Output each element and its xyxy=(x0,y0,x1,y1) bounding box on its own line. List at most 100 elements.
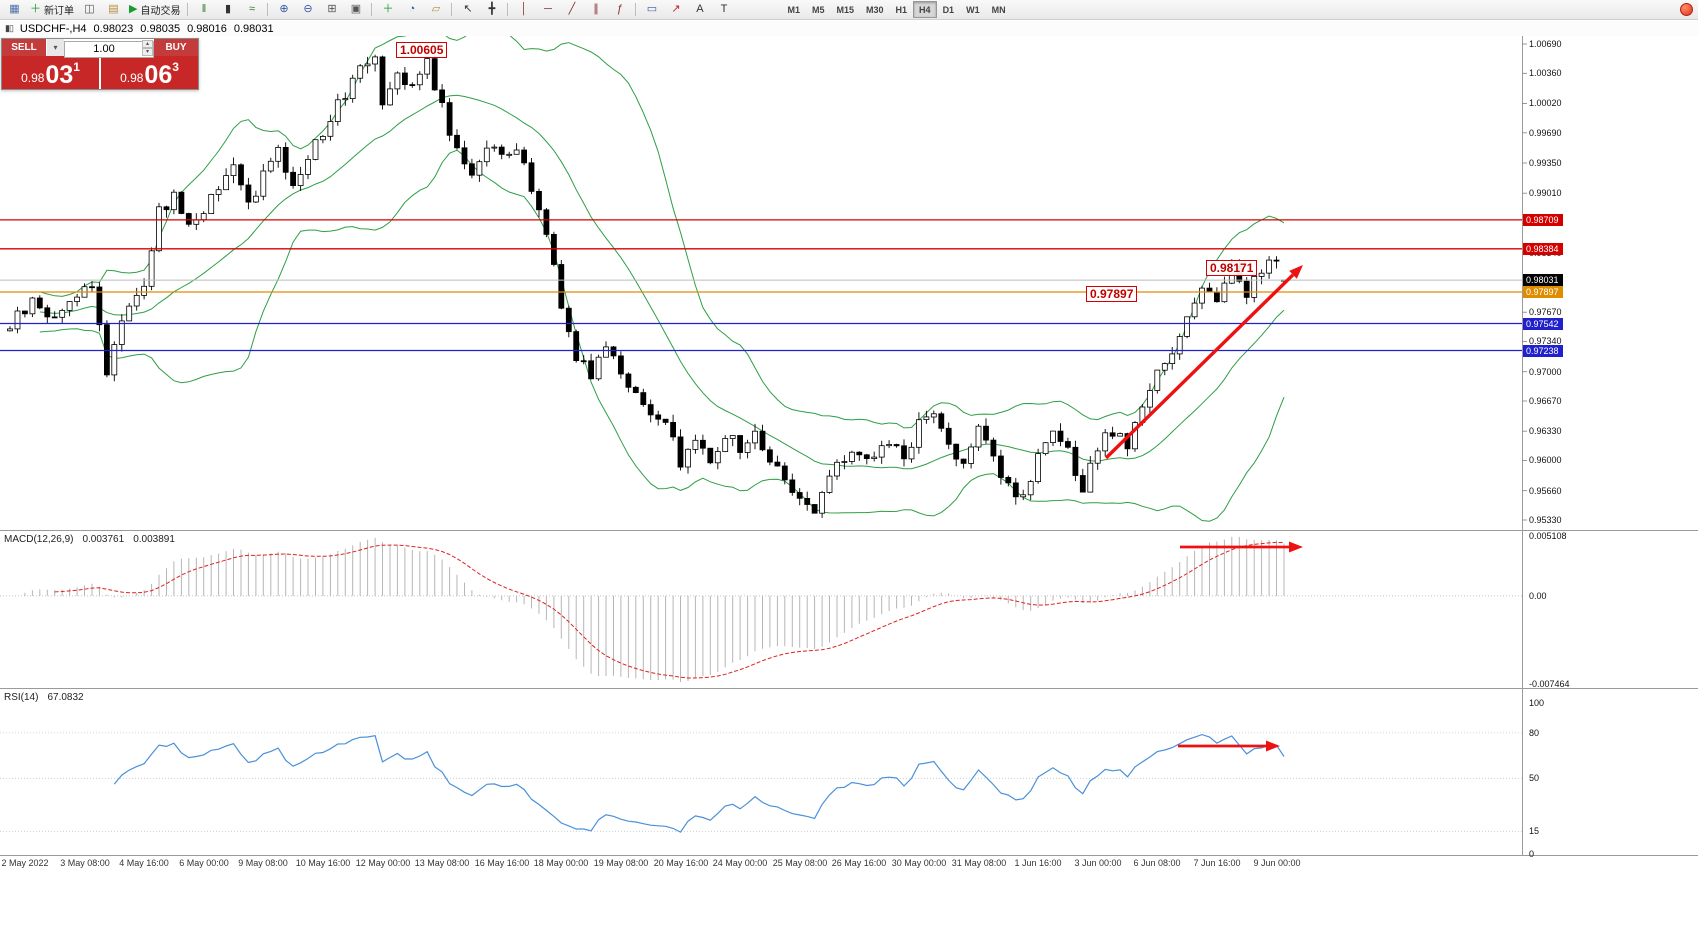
rsi-arrow[interactable] xyxy=(1178,740,1280,752)
macd-signal-line xyxy=(54,541,1285,679)
bar-chart-icon[interactable]: ‖ xyxy=(192,0,215,19)
price-axis-label: 0.97670 xyxy=(1529,307,1562,317)
chart-annotation[interactable]: 0.98171 xyxy=(1206,260,1258,276)
timeframe-button-mn[interactable]: MN xyxy=(991,4,1006,15)
time-axis-label: 9 May 08:00 xyxy=(238,858,288,868)
templates-icon: ▱ xyxy=(431,3,441,15)
arrows-icon[interactable]: ↗ xyxy=(664,0,687,19)
price-level-label: 0.97542 xyxy=(1523,318,1563,330)
toolbar-divider xyxy=(371,3,373,16)
charts-menu-icon[interactable]: ◫ xyxy=(78,0,101,19)
timeframe-button-m15[interactable]: M15 xyxy=(836,4,855,15)
zoom-in-icon[interactable]: ⊕ xyxy=(272,0,295,19)
cursor-icon[interactable]: ↖ xyxy=(456,0,479,19)
cursor-icon: ↖ xyxy=(463,3,473,15)
macd-main-value: 0.003761 xyxy=(82,534,125,545)
arrows-icon: ↗ xyxy=(671,3,681,15)
trendline-icon[interactable]: ╱ xyxy=(560,0,583,19)
buy-price-button[interactable]: 0.98 06 3 xyxy=(101,56,198,89)
macd-name: MACD(12,26,9) xyxy=(4,534,74,545)
new-order-button: ＋ xyxy=(30,3,41,15)
equidistant-channel-icon[interactable]: ∥ xyxy=(584,0,607,19)
chart-title-bar: ▮▯ USDCHF-,H4 0.98023 0.98035 0.98016 0.… xyxy=(0,21,1698,36)
macd-arrow[interactable] xyxy=(1180,541,1303,553)
vertical-line-icon[interactable]: │ xyxy=(512,0,535,19)
sell-price-point: 1 xyxy=(73,60,80,74)
panel-borders xyxy=(0,36,1698,856)
trend-arrow[interactable] xyxy=(1104,265,1303,460)
lot-increase-button[interactable]: ▴ xyxy=(142,40,153,48)
chart-annotation[interactable]: 0.97897 xyxy=(1086,286,1138,302)
periodicity-icon[interactable]: ◔ xyxy=(400,0,423,19)
lot-size-input[interactable] xyxy=(64,40,154,58)
time-axis-label: 19 May 08:00 xyxy=(593,858,649,868)
time-axis-label: 30 May 00:00 xyxy=(891,858,947,868)
sell-button[interactable]: SELL xyxy=(2,39,46,56)
price-level-label: 0.98384 xyxy=(1523,243,1563,255)
profiles-icon[interactable]: ▤ xyxy=(102,0,125,19)
macd-axis-label: 0.00 xyxy=(1529,591,1547,601)
tile-windows-icon[interactable]: ⊞ xyxy=(320,0,343,19)
lot-preset-dropdown[interactable]: ▾ xyxy=(46,39,64,56)
time-axis-label: 9 Jun 00:00 xyxy=(1253,858,1301,868)
text-icon[interactable]: A xyxy=(688,0,711,19)
chart-canvas[interactable] xyxy=(0,36,1698,940)
candlestick-chart-icon: ▮ xyxy=(224,3,231,15)
profiles-icon: ▤ xyxy=(108,3,119,15)
macd-signal-value: 0.003891 xyxy=(133,534,175,545)
time-axis-label: 16 May 16:00 xyxy=(474,858,530,868)
price-level-label: 0.97238 xyxy=(1523,345,1563,357)
new-order-button[interactable]: ＋新订单 xyxy=(27,0,77,19)
time-axis-label: 3 May 08:00 xyxy=(60,858,110,868)
templates-icon[interactable]: ▱ xyxy=(424,0,447,19)
timeframe-button-m30[interactable]: M30 xyxy=(866,4,884,15)
chart-region: SELL ▾ ▴ ▾ BUY 0.98 03 1 0.9 xyxy=(0,36,1698,940)
rsi-axis-label: 50 xyxy=(1529,773,1540,783)
toolbar-divider xyxy=(187,3,189,16)
timeframe-button-w1[interactable]: W1 xyxy=(966,4,980,15)
horizontal-line-icon[interactable]: ─ xyxy=(536,0,559,19)
rsi-name: RSI(14) xyxy=(4,692,39,703)
timeframe-button-m1[interactable]: M1 xyxy=(787,4,800,15)
zoom-out-icon: ⊖ xyxy=(303,3,313,15)
add-indicator-icon[interactable]: ＋ xyxy=(376,0,399,19)
notification-icon[interactable] xyxy=(1680,3,1693,16)
cascade-windows-icon[interactable]: ▣ xyxy=(344,0,367,19)
time-axis-label: 31 May 08:00 xyxy=(951,858,1007,868)
time-axis-label: 7 Jun 16:00 xyxy=(1193,858,1241,868)
macd-label: MACD(12,26,9) 0.003761 0.003891 xyxy=(4,534,175,545)
lot-spinner: ▴ ▾ xyxy=(142,40,153,56)
macd-axis-label: 0.005108 xyxy=(1529,531,1567,541)
lot-decrease-button[interactable]: ▾ xyxy=(142,48,153,56)
sell-price-button[interactable]: 0.98 03 1 xyxy=(2,56,99,89)
time-axis-label: 6 May 00:00 xyxy=(179,858,229,868)
zoom-out-icon[interactable]: ⊖ xyxy=(296,0,319,19)
shapes-icon[interactable]: ▭ xyxy=(640,0,663,19)
timeframe-button-d1[interactable]: D1 xyxy=(942,4,955,15)
price-axis-label: 0.97340 xyxy=(1529,336,1562,346)
chart-annotation[interactable]: 1.00605 xyxy=(396,42,448,58)
new-chart-window-icon[interactable]: ▦ xyxy=(3,0,26,19)
toolbar: ▦ ＋新订单 ◫ ▤ ▶ 自动交易 ‖ ▮ ≈ ⊕ ⊖ ⊞ ▣ ＋ ◔ ▱ ↖ ╋ │ ─ ╱ ∥ ƒ ▭ ↗ A T M1 M5 M1… xyxy=(0,0,1698,20)
rsi-level-lines xyxy=(0,732,1522,832)
line-chart-icon[interactable]: ≈ xyxy=(240,0,263,19)
candlestick-chart-icon[interactable]: ▮ xyxy=(216,0,239,19)
fibonacci-icon[interactable]: ƒ xyxy=(608,0,631,19)
rsi-axis-label: 0 xyxy=(1529,849,1535,859)
text-label-icon[interactable]: T xyxy=(712,0,735,19)
price-axis-label: 0.95330 xyxy=(1529,515,1562,525)
trendline-icon: ╱ xyxy=(568,3,576,15)
timeframe-button-m5[interactable]: M5 xyxy=(811,4,825,15)
cascade-windows-icon: ▣ xyxy=(350,3,362,15)
time-axis-label: 3 Jun 00:00 xyxy=(1074,858,1122,868)
time-axis-label: 1 Jun 16:00 xyxy=(1014,858,1062,868)
crosshair-icon[interactable]: ╋ xyxy=(480,0,503,19)
timeframe-button-h1[interactable]: H1 xyxy=(895,4,908,15)
chart-window-icon: ▮▯ xyxy=(5,23,14,33)
autotrading-button[interactable]: ▶ 自动交易 xyxy=(126,0,183,19)
toolbar-divider xyxy=(507,3,509,16)
buy-button[interactable]: BUY xyxy=(154,39,198,56)
timeframe-button-h4[interactable]: H4 xyxy=(913,1,937,18)
time-axis-label: 18 May 00:00 xyxy=(533,858,589,868)
price-axis-label: 0.99350 xyxy=(1529,158,1562,168)
